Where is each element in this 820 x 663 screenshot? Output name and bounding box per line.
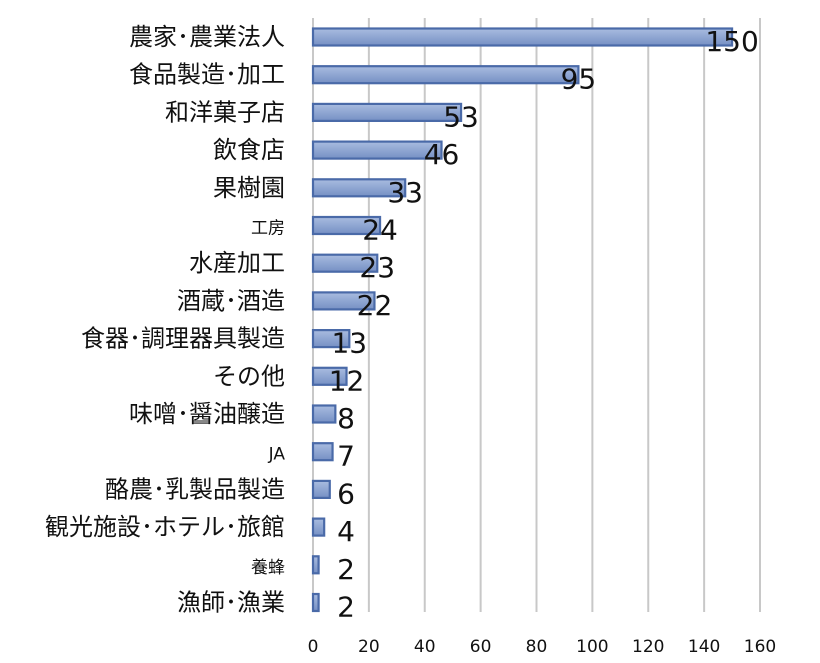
data-label: 2 — [337, 553, 355, 586]
category-label: 観光施設･ホテル･旅館 — [45, 513, 285, 541]
data-label: 6 — [337, 477, 355, 510]
category-label: 酒蔵･酒造 — [177, 287, 285, 315]
data-label: 13 — [331, 327, 367, 360]
category-label: その他 — [213, 362, 285, 390]
bar — [311, 291, 376, 311]
x-tick-label: 140 — [688, 637, 720, 657]
category-label: 農家･農業法人 — [129, 23, 285, 51]
category-label: 食品製造･加工 — [129, 61, 285, 89]
x-tick-label: 120 — [632, 637, 664, 657]
data-label: 4 — [337, 515, 355, 548]
data-label: 22 — [357, 289, 393, 322]
bar — [311, 592, 320, 613]
category-label: 果樹園 — [213, 174, 285, 202]
bar — [311, 366, 348, 386]
data-label: 150 — [705, 25, 758, 58]
data-label: 46 — [424, 138, 460, 171]
x-tick-label: 40 — [414, 637, 436, 657]
bar — [311, 102, 463, 123]
x-tick-label: 20 — [358, 637, 380, 657]
bar — [311, 253, 379, 273]
bar — [311, 329, 351, 349]
x-tick-label: 160 — [744, 637, 776, 657]
category-label: 工房 — [251, 219, 285, 239]
data-label: 2 — [337, 591, 355, 624]
data-label: 8 — [337, 402, 355, 435]
bar — [311, 178, 407, 198]
data-label: 33 — [387, 176, 423, 209]
bar — [311, 404, 337, 424]
bars — [311, 27, 734, 613]
data-label: 23 — [359, 251, 395, 284]
x-tick-label: 60 — [470, 637, 492, 657]
bar — [311, 555, 320, 575]
data-label: 7 — [337, 440, 355, 473]
bar — [311, 479, 331, 499]
category-label: JA — [268, 445, 286, 465]
x-axis-ticks: 0 20 40 60 80 100 120 140 160 — [308, 637, 777, 657]
category-labels: 農家･農業法人食品製造･加工和洋菓子店飲食店果樹園工房水産加工酒蔵･酒造食器･調… — [45, 23, 285, 617]
category-label: 食器･調理器具製造 — [81, 325, 285, 353]
bar — [311, 215, 382, 236]
bar — [311, 140, 443, 160]
x-tick-label: 0 — [308, 637, 319, 657]
category-label: 味噌･醤油醸造 — [129, 400, 285, 428]
category-label: 養蜂 — [251, 558, 285, 578]
x-tick-label: 80 — [526, 637, 548, 657]
bar — [311, 65, 580, 85]
bar — [311, 442, 334, 462]
data-label: 12 — [329, 364, 365, 397]
category-label: 漁師･漁業 — [177, 589, 285, 617]
bar — [311, 27, 734, 47]
data-label: 53 — [443, 100, 479, 133]
category-label: 水産加工 — [189, 249, 285, 277]
data-label: 95 — [561, 63, 597, 96]
category-label: 酪農･乳製品製造 — [105, 475, 285, 503]
category-label: 和洋菓子店 — [165, 98, 285, 126]
bar — [311, 517, 326, 537]
x-tick-label: 100 — [576, 637, 608, 657]
category-label: 飲食店 — [213, 136, 285, 164]
data-label: 24 — [362, 214, 398, 247]
